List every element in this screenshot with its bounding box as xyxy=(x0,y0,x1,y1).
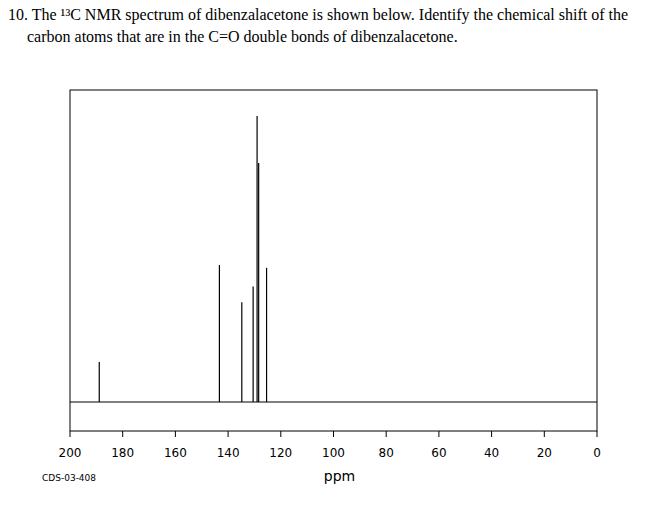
x-tick xyxy=(386,431,387,437)
x-tick xyxy=(491,431,492,437)
x-tick-label: 20 xyxy=(537,446,552,460)
x-tick-label: 40 xyxy=(484,446,499,460)
x-tick xyxy=(280,431,281,437)
peak xyxy=(266,268,267,402)
peak xyxy=(253,287,254,402)
x-tick xyxy=(333,431,334,437)
peak xyxy=(99,362,100,402)
peak xyxy=(219,265,220,402)
peak xyxy=(241,302,242,402)
frame xyxy=(70,90,597,431)
x-tick-label: 100 xyxy=(322,446,345,460)
baseline xyxy=(70,402,597,403)
x-tick-label: 200 xyxy=(59,446,82,460)
x-tick-label: 160 xyxy=(164,446,187,460)
x-tick-label: 0 xyxy=(593,446,601,460)
x-tick-label: 140 xyxy=(217,446,240,460)
question-line: 10. The ¹³C NMR spectrum of dibenzalacet… xyxy=(8,4,628,26)
x-tick xyxy=(70,431,71,437)
chart: 200180160140120100806040200ppmCDS-03-408 xyxy=(0,0,670,509)
x-tick-label: 180 xyxy=(111,446,134,460)
x-axis-label: ppm xyxy=(324,468,355,484)
x-tick xyxy=(597,431,598,437)
x-tick xyxy=(544,431,545,437)
annotation: CDS-03-408 xyxy=(42,473,96,483)
x-tick-label: 80 xyxy=(379,446,394,460)
x-tick-label: 60 xyxy=(431,446,446,460)
x-tick xyxy=(228,431,229,437)
x-tick xyxy=(175,431,176,437)
peak xyxy=(256,116,257,402)
x-tick xyxy=(122,431,123,437)
question-line: carbon atoms that are in the C=O double … xyxy=(8,26,628,48)
peaks xyxy=(99,116,266,402)
x-tick-label: 120 xyxy=(269,446,292,460)
question: 10. The ¹³C NMR spectrum of dibenzalacet… xyxy=(8,4,628,48)
x-tick xyxy=(438,431,439,437)
peak xyxy=(258,163,259,402)
